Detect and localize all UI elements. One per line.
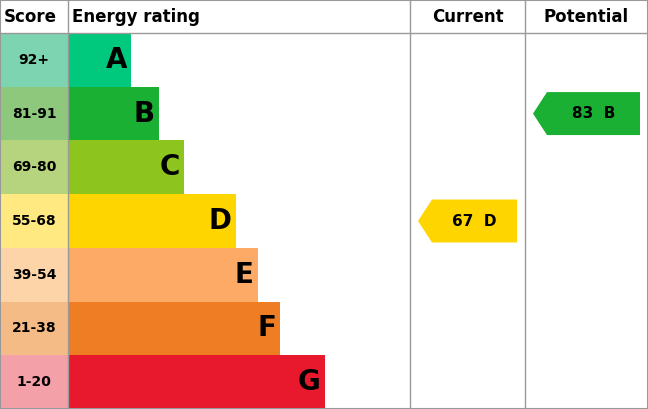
Text: D: D bbox=[209, 207, 231, 235]
Bar bbox=[68, 301, 280, 355]
Text: 55-68: 55-68 bbox=[12, 214, 56, 228]
Text: 21-38: 21-38 bbox=[12, 321, 56, 335]
Polygon shape bbox=[418, 200, 517, 243]
Text: 39-54: 39-54 bbox=[12, 268, 56, 282]
Text: 92+: 92+ bbox=[19, 53, 49, 67]
Bar bbox=[0, 194, 68, 248]
Text: A: A bbox=[106, 46, 127, 74]
Bar bbox=[0, 301, 68, 355]
Bar bbox=[68, 140, 184, 194]
Bar bbox=[0, 0, 648, 33]
Text: B: B bbox=[133, 99, 155, 128]
Bar bbox=[68, 87, 159, 140]
Text: Potential: Potential bbox=[544, 7, 629, 25]
Text: 1-20: 1-20 bbox=[17, 375, 51, 389]
Text: Score: Score bbox=[4, 7, 57, 25]
Bar bbox=[0, 355, 68, 409]
Text: F: F bbox=[257, 315, 276, 342]
Bar bbox=[0, 248, 68, 301]
Text: Energy rating: Energy rating bbox=[72, 7, 200, 25]
Bar bbox=[0, 87, 68, 140]
Polygon shape bbox=[533, 92, 640, 135]
Bar bbox=[68, 248, 258, 301]
Bar bbox=[0, 33, 68, 87]
Text: E: E bbox=[235, 261, 254, 289]
Text: 81-91: 81-91 bbox=[12, 107, 56, 121]
Text: 83  B: 83 B bbox=[572, 106, 615, 121]
Text: G: G bbox=[297, 368, 321, 396]
Bar bbox=[68, 355, 325, 409]
Bar bbox=[68, 33, 132, 87]
Text: Current: Current bbox=[432, 7, 503, 25]
Bar bbox=[68, 194, 236, 248]
Text: 69-80: 69-80 bbox=[12, 160, 56, 174]
Text: C: C bbox=[160, 153, 180, 181]
Text: 67  D: 67 D bbox=[452, 213, 497, 229]
Bar bbox=[0, 140, 68, 194]
